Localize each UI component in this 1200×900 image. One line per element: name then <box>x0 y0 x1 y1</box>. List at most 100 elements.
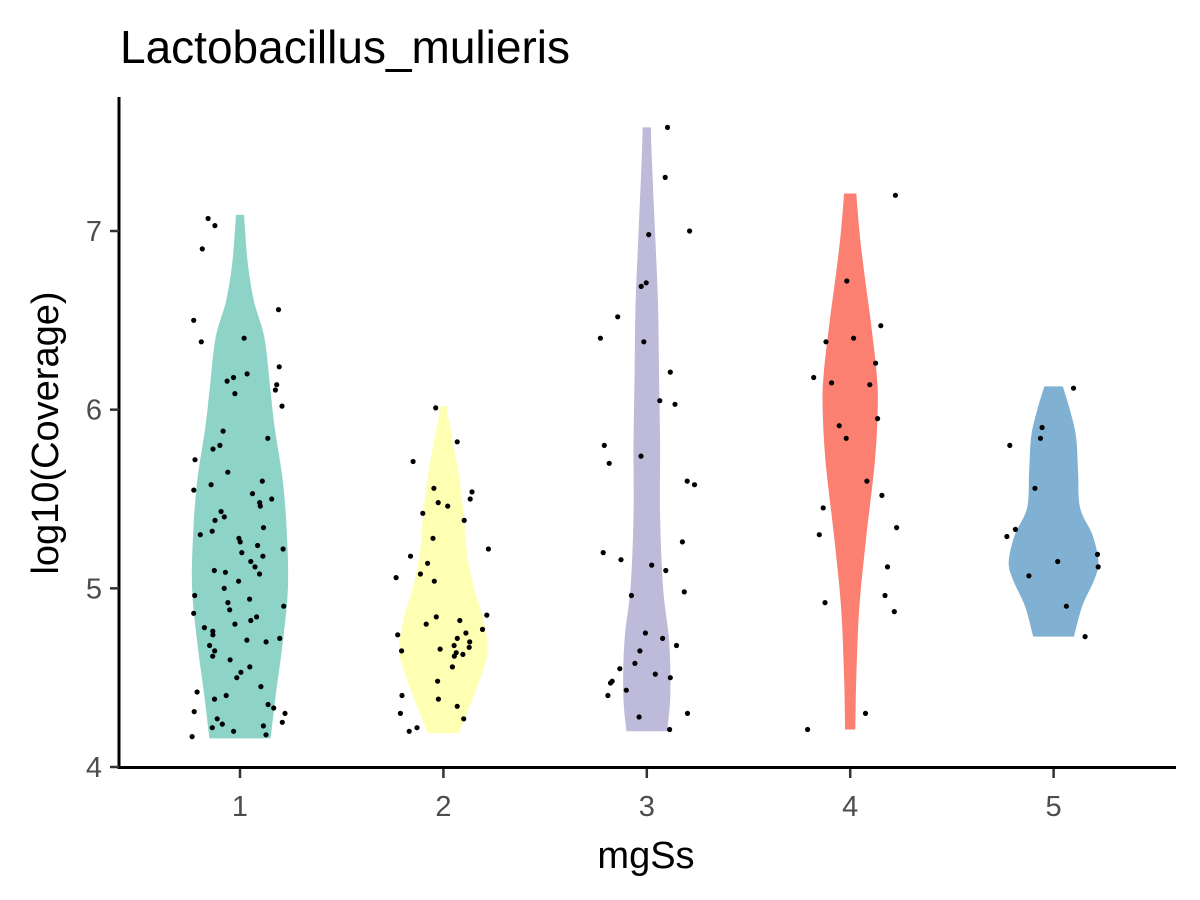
data-point-3 <box>684 710 691 717</box>
data-point-4 <box>829 380 835 386</box>
data-point-1 <box>223 692 229 699</box>
data-point-2 <box>454 703 460 709</box>
data-point-4 <box>879 492 885 498</box>
data-point-2 <box>431 578 437 584</box>
y-tick-label: 4 <box>86 752 102 784</box>
data-point-4 <box>843 435 849 441</box>
data-point-2 <box>417 571 423 577</box>
violin-2 <box>398 406 488 734</box>
data-point-3 <box>615 314 621 320</box>
data-point-1 <box>217 442 223 448</box>
violin-layer <box>191 127 1099 739</box>
data-point-3 <box>657 398 663 404</box>
data-point-1 <box>260 553 266 559</box>
jitter-points-layer <box>189 124 1101 740</box>
data-point-2 <box>449 664 455 670</box>
data-point-2 <box>467 639 473 645</box>
x-ticks: 1 2 3 4 5 <box>232 769 1062 823</box>
data-point-3 <box>664 124 671 130</box>
data-point-3 <box>672 401 678 407</box>
data-point-1 <box>260 723 266 729</box>
data-point-3 <box>652 671 658 677</box>
data-point-1 <box>236 535 242 541</box>
data-point-4 <box>873 360 879 366</box>
data-point-1 <box>191 317 197 323</box>
data-point-1 <box>205 215 211 222</box>
data-point-1 <box>279 403 285 409</box>
data-point-1 <box>227 607 233 613</box>
data-point-3 <box>660 635 666 642</box>
data-point-5 <box>1082 634 1088 640</box>
data-point-2 <box>461 517 467 524</box>
data-point-2 <box>425 560 431 566</box>
data-point-1 <box>282 710 288 717</box>
data-point-1 <box>219 721 225 727</box>
data-point-4 <box>882 592 888 599</box>
data-point-3 <box>679 539 686 545</box>
data-point-1 <box>191 610 197 616</box>
axes-layer <box>117 97 1176 769</box>
data-point-5 <box>1055 558 1061 565</box>
data-point-2 <box>423 621 429 627</box>
data-point-1 <box>232 391 238 397</box>
data-point-3 <box>649 562 655 568</box>
data-point-4 <box>820 505 826 511</box>
data-point-1 <box>281 603 287 609</box>
data-point-2 <box>454 439 460 445</box>
data-point-2 <box>414 725 420 731</box>
data-point-1 <box>212 517 218 524</box>
data-point-2 <box>479 626 486 633</box>
data-point-1 <box>247 664 253 670</box>
data-point-3 <box>605 692 611 699</box>
data-point-2 <box>406 728 412 734</box>
data-point-2 <box>469 489 475 495</box>
data-point-2 <box>397 710 403 717</box>
data-point-1 <box>265 435 271 441</box>
data-point-3 <box>606 460 612 466</box>
data-point-2 <box>393 575 399 581</box>
data-point-4 <box>844 278 850 284</box>
data-point-1 <box>279 719 285 725</box>
data-point-3 <box>597 335 604 341</box>
data-point-1 <box>272 387 278 393</box>
chart-title: Lactobacillus_mulieris <box>120 21 570 73</box>
data-point-4 <box>867 382 873 388</box>
data-point-1 <box>252 564 258 570</box>
data-point-2 <box>407 553 414 559</box>
data-point-3 <box>609 678 615 684</box>
data-point-5 <box>1037 435 1044 441</box>
data-point-4 <box>822 600 828 606</box>
data-point-4 <box>823 339 829 345</box>
data-point-1 <box>241 335 247 341</box>
data-point-1 <box>208 482 214 488</box>
data-point-2 <box>410 458 416 465</box>
data-point-3 <box>642 630 649 636</box>
data-point-2 <box>484 612 490 618</box>
data-point-1 <box>231 728 237 734</box>
data-point-2 <box>435 500 441 506</box>
data-point-2 <box>451 642 457 649</box>
data-point-1 <box>191 487 197 493</box>
violin-1 <box>191 214 289 739</box>
data-point-3 <box>646 232 652 238</box>
data-point-1 <box>211 696 218 702</box>
data-point-1 <box>207 642 213 649</box>
data-point-2 <box>435 678 441 684</box>
data-point-5 <box>1039 424 1045 431</box>
data-point-1 <box>225 469 231 475</box>
data-point-2 <box>457 617 463 624</box>
data-point-1 <box>263 639 269 645</box>
data-point-4 <box>884 564 891 570</box>
data-point-3 <box>641 339 647 345</box>
data-point-1 <box>258 684 264 690</box>
data-point-1 <box>214 716 220 722</box>
x-axis-title: mgSs <box>597 835 694 877</box>
data-point-2 <box>466 644 472 650</box>
data-point-4 <box>811 374 817 381</box>
x-tick-label: 3 <box>639 791 655 823</box>
data-point-5 <box>1012 526 1019 533</box>
data-point-2 <box>431 485 437 491</box>
data-point-1 <box>248 617 254 624</box>
x-tick-label: 1 <box>232 791 248 823</box>
